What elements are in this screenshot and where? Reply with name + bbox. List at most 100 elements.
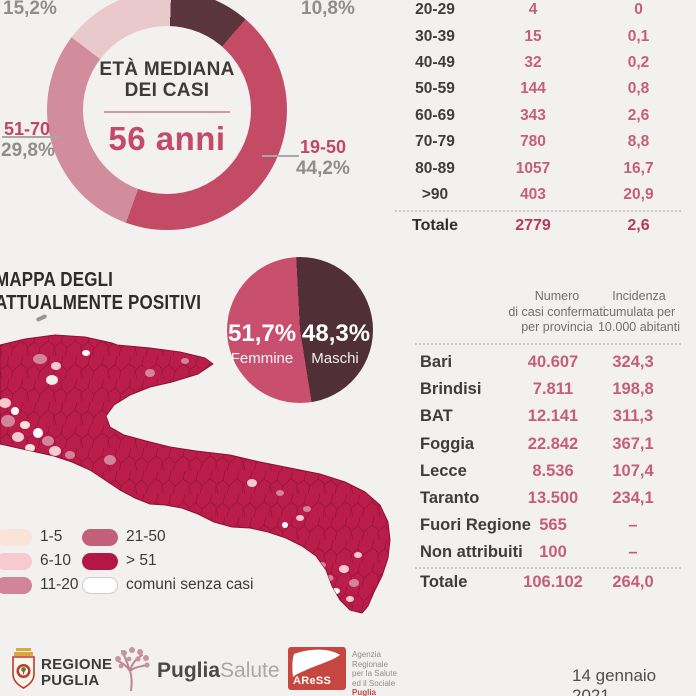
- province-table: Bari 40.607 324,3 Brindisi 7.811 198,8 B…: [420, 349, 696, 567]
- map-title: MAPPA DEGLI ATTUALMENTE POSITIVI: [0, 269, 201, 315]
- province-cases-cell: 13.500: [527, 489, 579, 508]
- age-incidence-cell: 8,8: [627, 133, 650, 151]
- province-total-label: Totale: [420, 573, 468, 591]
- province-name-cell: Bari: [420, 353, 453, 372]
- province-incidence-cell: 324,3: [612, 353, 654, 372]
- puglia-salute-logo-text: PugliaSalute: [157, 659, 280, 683]
- legend-label: 11-20: [40, 576, 79, 593]
- map-legend: 1-5 6-10 11-20 21-50 > 51: [0, 525, 254, 597]
- age-table-row: 30-39 15 0,1: [385, 23, 696, 49]
- age-range-cell: 50-59: [415, 80, 455, 98]
- aress-description: Agenzia Regionale per la Salute ed il So…: [352, 650, 397, 696]
- age-table-row: 50-59 144 0,8: [385, 76, 696, 102]
- province-header-cases: Numero di casi confermati per provincia: [508, 289, 606, 334]
- pie-female-pct: 51,7%: [228, 320, 297, 347]
- legend-label: 21-50: [126, 528, 166, 545]
- province-cases-cell: 22.842: [527, 434, 579, 453]
- age-cases-cell: 4: [528, 1, 538, 19]
- legend-label: 1-5: [40, 528, 63, 545]
- donut-label-topright-pct: 10,8%: [301, 0, 355, 19]
- province-incidence-cell: 198,8: [612, 380, 654, 399]
- province-row: Fuori Regione 565 –: [420, 512, 696, 539]
- age-cases-cell: 15: [524, 27, 542, 45]
- province-name-cell: Brindisi: [420, 380, 482, 399]
- province-total-cases: 106.102: [523, 573, 583, 591]
- sex-pie-chart: [227, 257, 373, 403]
- age-cases-cell: 780: [520, 133, 546, 151]
- age-incidence-cell: 2,6: [627, 106, 650, 124]
- aress-swoosh-icon: [292, 649, 340, 677]
- age-range-cell: 20-29: [415, 1, 455, 19]
- age-incidence-cell: 20,9: [623, 185, 654, 203]
- donut-label-left-range: 51-70: [4, 119, 51, 139]
- donut-pointer-line-right: [262, 155, 299, 157]
- age-table-row: 80-89 1057 16,7: [385, 155, 696, 181]
- legend-label: 6-10: [40, 552, 72, 569]
- regione-puglia-crest-icon: [12, 648, 35, 689]
- donut-center-value: 56 anni: [108, 120, 226, 157]
- map-title-line1: MAPPA DEGLI: [0, 269, 114, 291]
- age-incidence-cell: 0,2: [627, 53, 650, 71]
- province-row: Lecce 8.536 107,4: [420, 458, 696, 485]
- age-table-row: 20-29 4 0: [385, 0, 696, 23]
- age-cases-cell: 1057: [515, 159, 551, 177]
- legend-label: comuni senza casi: [126, 576, 254, 593]
- age-range-cell: 40-49: [415, 53, 455, 71]
- regione-puglia-logo-text: REGIONE PUGLIA: [41, 656, 113, 689]
- province-row: Taranto 13.500 234,1: [420, 485, 696, 512]
- age-incidence-cell: 0,1: [627, 27, 650, 45]
- pie-male-pct: 48,3%: [302, 320, 371, 347]
- province-incidence-cell: –: [628, 516, 638, 535]
- province-cases-cell: 12.141: [527, 407, 579, 426]
- legend-swatch: [0, 528, 32, 546]
- aress-logo-text: AReSS: [293, 675, 332, 687]
- age-total-incidence: 2,6: [627, 217, 650, 234]
- donut-pointer-line-left: [2, 136, 60, 138]
- map-title-line2: ATTUALMENTE POSITIVI: [0, 292, 202, 314]
- legend-swatch: [0, 576, 32, 594]
- report-date: 14 gennaio 2021: [572, 666, 657, 696]
- province-incidence-cell: 311,3: [612, 407, 654, 426]
- province-incidence-cell: 107,4: [612, 461, 654, 480]
- puglia-salute-light: Salute: [220, 659, 280, 682]
- age-cases-cell: 32: [524, 53, 542, 71]
- province-cases-cell: 565: [539, 516, 567, 535]
- province-incidence-cell: –: [628, 543, 638, 562]
- age-table-row: 40-49 32 0,2: [385, 50, 696, 76]
- province-incidence-cell: 234,1: [612, 489, 654, 508]
- province-cases-cell: 40.607: [527, 353, 579, 372]
- legend-swatch: [82, 528, 118, 546]
- province-name-cell: Lecce: [420, 461, 467, 480]
- province-incidence-cell: 367,1: [612, 434, 654, 453]
- age-table-row: 60-69 343 2,6: [385, 103, 696, 129]
- donut-center-title-2: DEI CASI: [124, 80, 210, 101]
- province-row: Non attribuiti 100 –: [420, 539, 696, 566]
- province-total-row: Totale 106.102 264,0: [420, 570, 696, 595]
- puglia-map: [0, 334, 391, 614]
- legend-item: 11-20: [0, 573, 82, 597]
- donut-center-title-1: ETÀ MEDIANA: [99, 59, 235, 80]
- age-incidence-cell: 0,8: [627, 80, 650, 98]
- pie-female-label: Femmine: [230, 350, 294, 367]
- age-donut-center: ETÀ MEDIANA DEI CASI 56 anni: [83, 26, 251, 194]
- province-name-cell: BAT: [420, 407, 453, 426]
- province-name-cell: Fuori Regione: [420, 516, 531, 535]
- age-incidence-cell: 16,7: [623, 159, 654, 177]
- legend-item: 6-10: [0, 549, 82, 573]
- province-header-incidence: Incidenza cumulata per 10.000 abitanti: [597, 289, 680, 334]
- age-range-cell: 30-39: [415, 27, 455, 45]
- legend-swatch: [82, 552, 118, 570]
- age-table-total-row: Totale 2779 2,6: [385, 213, 696, 239]
- province-row: BAT 12.141 311,3: [420, 403, 696, 430]
- tremiti-islands-mark: [35, 313, 48, 323]
- province-name-cell: Foggia: [420, 434, 475, 453]
- province-row: Foggia 22.842 367,1: [420, 431, 696, 458]
- age-table-row: 70-79 780 8,8: [385, 129, 696, 155]
- aress-region-label: Puglia: [352, 688, 377, 696]
- legend-item: 1-5: [0, 525, 82, 549]
- puglia-salute-bold: Puglia: [157, 659, 221, 682]
- province-cases-cell: 7.811: [532, 380, 574, 399]
- pie-male-label: Maschi: [311, 350, 359, 367]
- legend-item: > 51: [82, 549, 254, 573]
- age-table: 20-29 4 0 30-39 15 0,1 40-49 32 0,2 50-5…: [385, 0, 696, 208]
